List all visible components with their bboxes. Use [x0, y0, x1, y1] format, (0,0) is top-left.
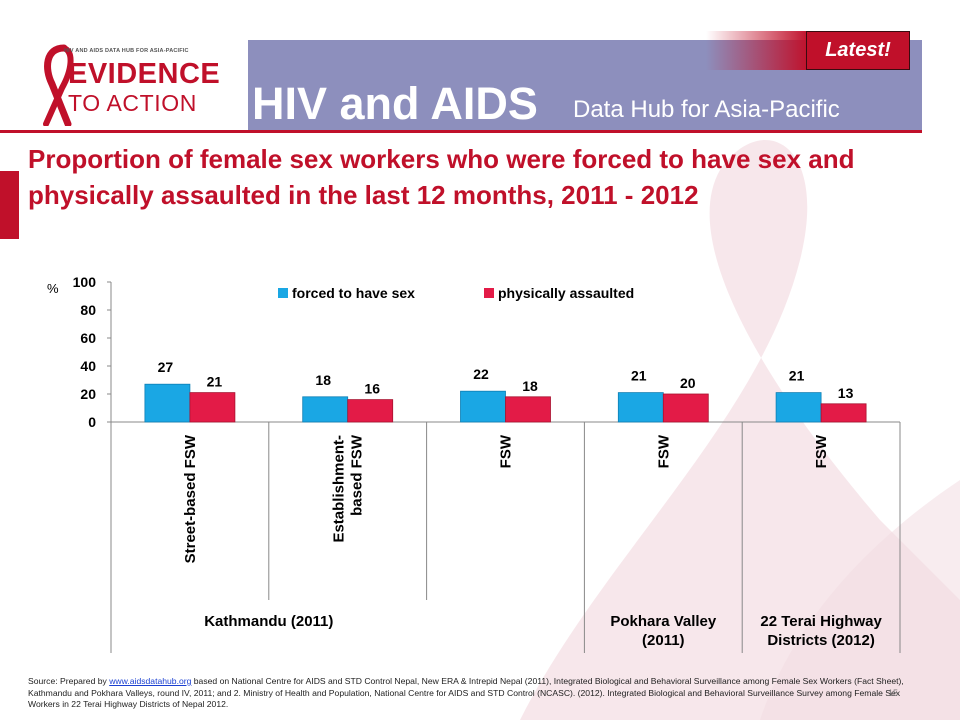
- page-number: 15: [888, 688, 899, 698]
- bar-assaulted: [820, 403, 867, 423]
- x-tick-label: FSW: [655, 434, 672, 468]
- bar-forced: [144, 383, 191, 423]
- bar-assaulted: [662, 393, 709, 423]
- logo-to-action-text: TO ACTION: [68, 90, 197, 116]
- bar-forced: [775, 392, 822, 423]
- data-label: 16: [364, 381, 380, 397]
- slide-title: Proportion of female sex workers who wer…: [28, 144, 855, 210]
- site-title: HIV and AIDS: [252, 78, 538, 129]
- x-tick-label: Street-based FSW: [182, 434, 199, 563]
- data-label: 21: [789, 368, 805, 384]
- data-label: 22: [473, 366, 489, 382]
- y-tick-label: 80: [80, 302, 96, 318]
- source-link[interactable]: www.aidsdatahub.org: [109, 676, 192, 686]
- latest-button-gradient: [706, 31, 809, 70]
- bar-forced: [460, 390, 506, 423]
- bar-assaulted: [189, 392, 236, 423]
- bar-chart: 0 20 40 60 80 100% 27 18 22 21 21 21 16 18 20 13 forced …: [47, 274, 901, 653]
- x-tick-label: FSW: [498, 434, 515, 468]
- x-tick-label: based FSW: [349, 434, 366, 516]
- source-prefix: Source: Prepared by: [28, 676, 110, 686]
- group-label: Kathmandu (2011): [204, 613, 333, 630]
- data-label: 20: [680, 375, 696, 391]
- data-label: 13: [838, 385, 854, 401]
- data-label: 21: [631, 368, 647, 384]
- group-label: Districts (2012): [767, 632, 875, 649]
- y-tick-label: 0: [88, 414, 96, 430]
- y-tick-label: 100: [73, 274, 97, 290]
- y-tick-label: 40: [80, 358, 96, 374]
- bar-forced: [617, 392, 664, 423]
- header-divider: [0, 130, 922, 133]
- source-note: Source: Prepared by www.aidsdatahub.org …: [28, 676, 928, 711]
- y-axis-label: %: [47, 281, 59, 296]
- site-subtitle: Data Hub for Asia-Pacific: [573, 96, 840, 123]
- title-accent-bar: [0, 171, 19, 239]
- data-label: 21: [207, 374, 223, 390]
- group-label: (2011): [642, 632, 685, 649]
- bar-assaulted: [347, 399, 394, 423]
- bar-assaulted: [505, 396, 551, 423]
- data-label: 18: [315, 372, 331, 388]
- x-tick-label: FSW: [813, 434, 830, 468]
- data-label: 27: [158, 359, 174, 375]
- logo[interactable]: HIV AND AIDS DATA HUB FOR ASIA-PACIFIC E…: [0, 40, 248, 130]
- legend-swatch: [278, 288, 288, 298]
- data-label: 18: [522, 378, 538, 394]
- y-tick-label: 60: [80, 330, 96, 346]
- logo-tagline: HIV AND AIDS DATA HUB FOR ASIA-PACIFIC: [64, 48, 189, 54]
- source-text: based on National Centre for AIDS and ST…: [28, 676, 904, 709]
- group-label: 22 Terai Highway: [760, 613, 882, 630]
- y-tick-label: 20: [80, 386, 96, 402]
- group-label: Pokhara Valley: [610, 613, 717, 630]
- legend-label: forced to have sex: [292, 285, 415, 301]
- bar-forced: [302, 396, 349, 423]
- x-tick-label: Establishment-: [331, 435, 348, 543]
- legend-swatch: [484, 288, 494, 298]
- latest-button[interactable]: Latest!: [806, 31, 910, 70]
- legend-label: physically assaulted: [498, 285, 634, 301]
- logo-evidence-text: EVIDENCE: [68, 58, 221, 90]
- red-ribbon-icon: [43, 44, 74, 126]
